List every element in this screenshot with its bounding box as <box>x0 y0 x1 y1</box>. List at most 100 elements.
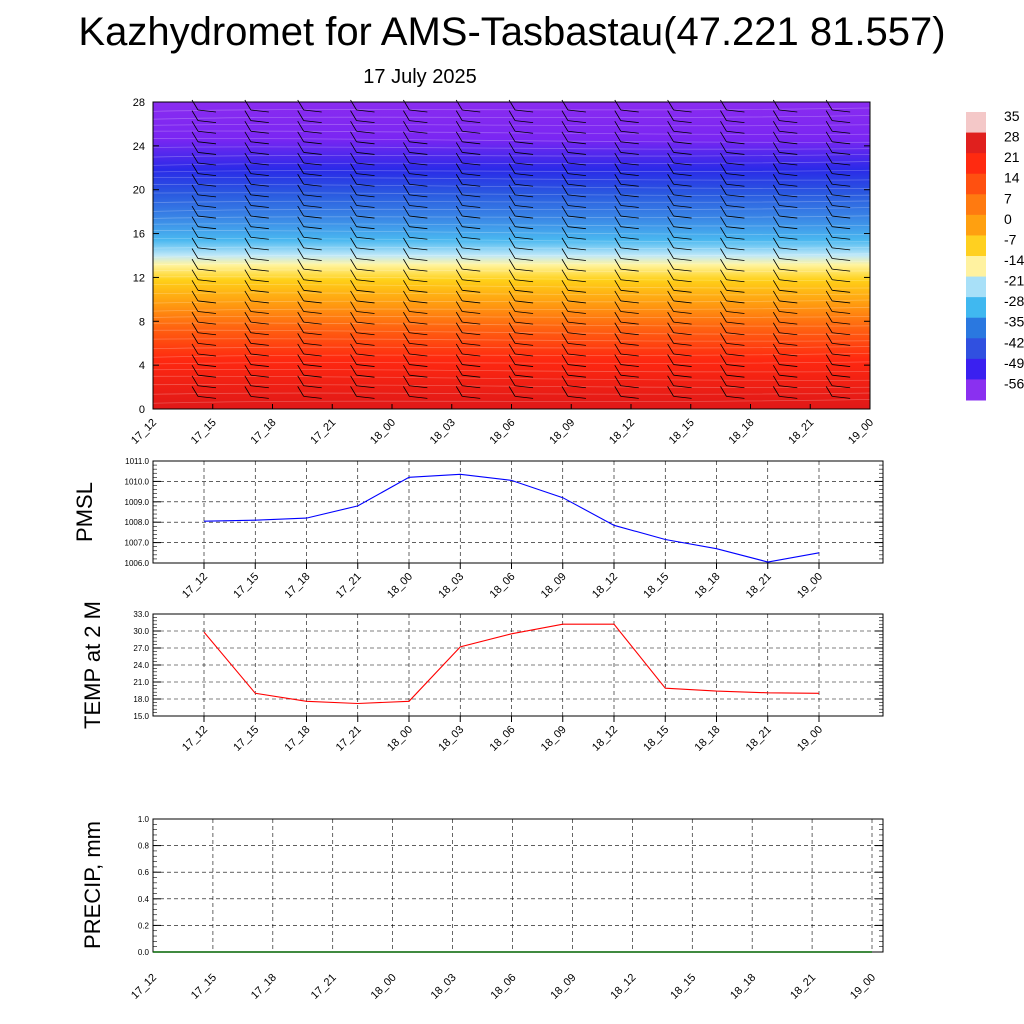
wind-barb-staff <box>455 216 463 227</box>
wind-barb-staff <box>508 343 516 355</box>
wind-barb <box>667 121 692 134</box>
wind-barb-flag <box>462 183 481 187</box>
wind-barb-flag <box>673 321 692 325</box>
x-tick-label: 18_09 <box>539 571 569 601</box>
wind-barb-staff <box>614 227 622 238</box>
wind-barb <box>667 386 692 399</box>
wind-barb-staff <box>614 131 622 143</box>
wind-barb-flag <box>515 194 534 198</box>
wind-barb <box>508 121 534 134</box>
wind-barb-staff <box>825 343 833 355</box>
wind-barb <box>614 216 639 230</box>
contour-line <box>152 246 871 249</box>
wind-barb-flag <box>567 173 586 177</box>
wind-barb-flag <box>620 205 639 208</box>
wind-barb-staff <box>455 290 463 302</box>
wind-barb-flag <box>726 205 745 208</box>
wind-barb-staff <box>191 354 199 365</box>
wind-barb <box>455 290 481 304</box>
wind-barb <box>244 269 269 283</box>
wind-barb-staff <box>508 152 516 164</box>
wind-barb-staff <box>667 269 674 280</box>
wind-barb-flag <box>356 215 375 219</box>
wind-barb-staff <box>772 248 780 259</box>
wind-barb-staff <box>244 152 252 164</box>
wind-barb-staff <box>720 322 727 333</box>
wind-barb-flag <box>620 289 639 293</box>
wind-barb <box>297 195 322 208</box>
wind-barb-staff <box>244 333 252 344</box>
wind-barb-flag <box>303 215 322 219</box>
wind-barb-staff <box>561 163 569 174</box>
wind-barb-flag <box>409 258 428 261</box>
wind-barb-staff <box>403 195 410 206</box>
wind-barb-flag <box>250 342 269 346</box>
wind-barb-staff <box>297 110 305 121</box>
wind-barb-flag <box>356 279 375 283</box>
wind-barb-flag <box>832 130 851 134</box>
wind-barb-flag <box>620 311 639 314</box>
wind-barb-flag <box>303 395 322 399</box>
wind-barb <box>455 152 481 166</box>
wind-barb-flag <box>303 226 322 230</box>
x-tick-label: 18_06 <box>489 972 519 1002</box>
wind-barb <box>191 269 217 283</box>
colorbar-label: -49 <box>1004 355 1024 371</box>
wind-barb-flag <box>832 109 851 113</box>
wind-barb-flag <box>409 152 428 155</box>
wind-barb-flag <box>779 236 798 240</box>
wind-barb-staff <box>508 386 516 397</box>
wind-barb-staff <box>508 311 516 323</box>
wind-barb <box>667 184 692 198</box>
wind-barb <box>508 195 534 208</box>
wind-barb <box>561 237 586 251</box>
wind-barb-flag <box>726 268 745 272</box>
wind-barb-flag <box>462 279 481 283</box>
contour-line <box>152 200 871 204</box>
wind-barb-staff <box>614 205 622 217</box>
wind-barb-staff <box>191 333 199 344</box>
wind-barb <box>508 184 534 198</box>
wind-barb-flag <box>303 205 322 208</box>
wind-barb-staff <box>191 152 199 164</box>
wind-barb-flag <box>462 130 481 134</box>
wind-barb-flag <box>620 130 639 134</box>
wind-barb-flag <box>515 247 534 251</box>
wind-barb-staff <box>614 375 622 386</box>
wind-barb-flag <box>409 173 428 177</box>
wind-barb-flag <box>779 183 798 187</box>
x-tick-label: 18_21 <box>744 724 774 754</box>
wind-barb-flag <box>197 183 217 187</box>
x-tick-label: 18_15 <box>667 417 697 447</box>
wind-barb-staff <box>614 121 622 132</box>
wind-barb <box>455 142 481 155</box>
wind-barb-staff <box>561 311 569 323</box>
wind-barb <box>297 301 322 314</box>
wind-barb <box>403 152 428 166</box>
wind-barb <box>772 386 798 399</box>
wind-barb-staff <box>244 174 252 185</box>
wind-barb-flag <box>409 194 428 198</box>
wind-barb <box>403 375 428 389</box>
wind-barb-flag <box>409 395 428 399</box>
wind-barb <box>350 227 375 240</box>
wind-barb-flag <box>726 130 745 134</box>
wind-barb-staff <box>244 227 252 238</box>
wind-barb <box>561 110 586 124</box>
wind-barb <box>825 364 851 378</box>
wind-barb-flag <box>303 321 322 325</box>
wind-barb <box>455 163 481 177</box>
wind-barb-flag <box>832 374 851 378</box>
wind-barb <box>720 248 745 261</box>
wind-barb-flag <box>673 268 692 272</box>
wind-barb-staff <box>455 311 463 323</box>
wind-barb-flag <box>462 236 481 240</box>
wind-barb-flag <box>197 141 217 145</box>
wind-barb-flag <box>832 311 851 314</box>
colorbar-swatch <box>966 256 986 278</box>
wind-barb-staff <box>825 121 833 132</box>
wind-barb <box>403 333 428 346</box>
wind-barb-staff <box>191 184 199 196</box>
wind-barb <box>508 174 534 187</box>
wind-barb-flag <box>356 395 375 399</box>
